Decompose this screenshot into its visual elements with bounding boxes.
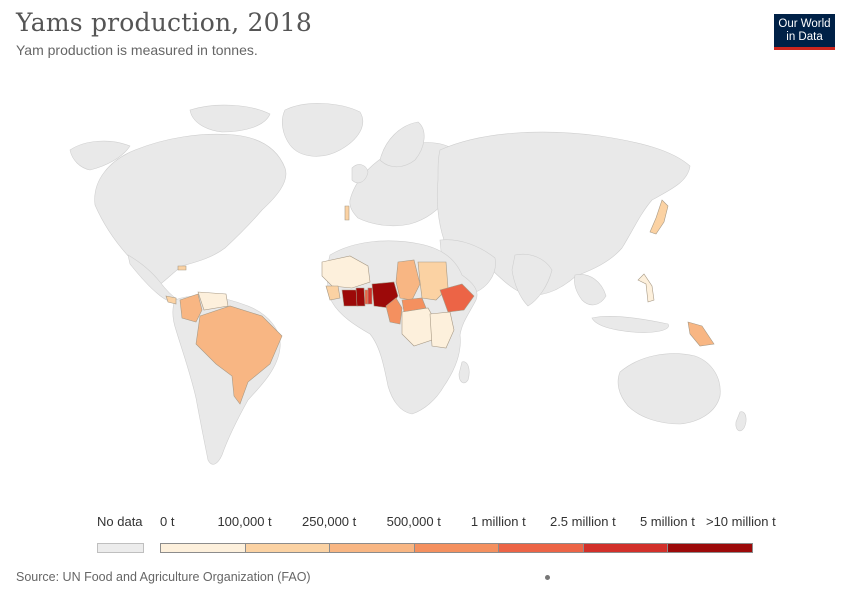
legend-label-5: 2.5 million t [549,514,616,529]
legend-no-data-label: No data [97,514,143,529]
region-portugal[interactable] [344,205,350,221]
legend-label-0: 0 t [160,514,175,529]
region-panama[interactable] [165,295,177,305]
new-zealand[interactable] [735,411,747,432]
region-venezuela[interactable] [197,291,229,311]
legend-label-2: 250,000 t [302,514,357,529]
legend-bin-0[interactable] [160,543,246,553]
region-mali[interactable] [321,255,371,289]
scandinavia[interactable] [379,121,425,168]
region-togo[interactable] [364,289,369,305]
region-brazil[interactable] [195,305,283,405]
canada-islands[interactable] [189,104,271,133]
region-papua-new-guinea[interactable] [687,321,715,347]
legend-label-3: 500,000 t [386,514,441,529]
region-ivory-coast[interactable] [341,289,359,307]
region-ethiopia[interactable] [439,283,475,313]
australia[interactable] [617,353,721,425]
indonesia[interactable] [591,316,669,333]
legend-bin-5[interactable] [582,543,669,553]
region-philippines[interactable] [637,273,655,303]
legend-label-7: >10 million t [705,514,776,529]
region-benin[interactable] [367,287,373,305]
north-america[interactable] [94,133,287,287]
legend-bin-3[interactable] [413,543,500,553]
timeline-handle[interactable] [545,575,550,580]
legend-label-4: 1 million t [470,514,526,529]
region-colombia[interactable] [179,293,203,323]
legend-bin-2[interactable] [329,543,415,553]
owid-logo[interactable]: Our World in Data [774,14,835,50]
logo-line-2: in Data [786,31,823,43]
chart-title: Yams production, 2018 [16,8,312,37]
region-jamaica[interactable] [177,265,187,271]
alaska[interactable] [69,140,131,171]
region-kenya[interactable] [429,311,455,349]
producing-countries [165,199,715,405]
region-ghana[interactable] [355,287,366,307]
greenland[interactable] [281,103,364,157]
region-guinea[interactable] [325,285,341,301]
legend-bin-4[interactable] [498,543,584,553]
legend-bin-6[interactable] [667,543,753,553]
logo-line-1: Our World [778,18,831,30]
region-japan[interactable] [649,199,669,235]
legend-label-1: 100,000 t [217,514,272,529]
india[interactable] [511,253,553,307]
legend-no-data-swatch [97,543,144,553]
chart-subtitle: Yam production is measured in tonnes. [16,42,258,58]
source-note[interactable]: Source: UN Food and Agriculture Organiza… [16,570,311,584]
land-masses [69,103,747,465]
region-cameroon[interactable] [385,297,403,325]
southeast-asia[interactable] [574,274,607,306]
region-car[interactable] [401,297,427,313]
legend-bin-1[interactable] [244,543,331,553]
legend-label-6: 5 million t [639,514,695,529]
asia[interactable] [436,131,691,296]
uk[interactable] [351,164,369,184]
madagascar[interactable] [458,361,470,384]
